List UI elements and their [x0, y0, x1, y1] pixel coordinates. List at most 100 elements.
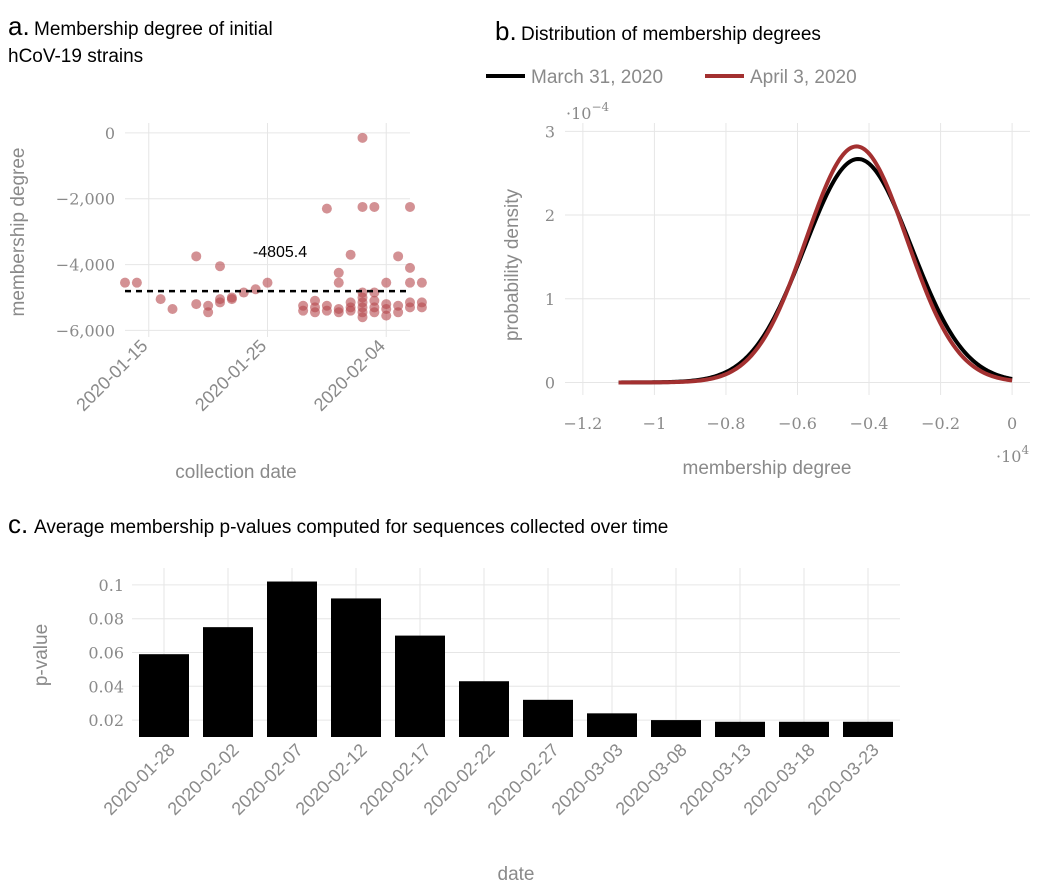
data-point	[393, 307, 404, 318]
panel-b-grid	[565, 123, 1030, 395]
data-point	[203, 300, 214, 311]
x-tick-label: 2020-01-15	[72, 336, 151, 415]
data-point	[393, 251, 404, 262]
panel-a: a. Membership degree of initial hCoV-19 …	[8, 11, 427, 483]
data-point	[333, 307, 344, 318]
data-point	[215, 297, 225, 308]
bar-2020-02-27	[523, 699, 573, 737]
bar-2020-02-22	[459, 681, 509, 737]
data-point	[321, 203, 332, 214]
x-tick-label: −0.8	[707, 414, 746, 433]
data-point	[405, 277, 415, 288]
panel-a-points	[120, 132, 427, 323]
y-tick-label: 2	[545, 206, 555, 225]
data-point	[345, 249, 356, 260]
y-tick-label: 0.04	[88, 677, 124, 696]
panel-a-y-ticks: 0 −2,000 −4,000 −6,000	[56, 124, 115, 341]
data-point	[120, 277, 130, 288]
panel-c-y-axis-label: p-value	[31, 624, 52, 686]
data-point	[381, 277, 392, 288]
data-point	[345, 305, 356, 316]
data-point	[262, 277, 273, 288]
panel-b-title: Distribution of membership degrees	[521, 24, 821, 45]
y-tick-label: 0.1	[99, 576, 124, 595]
panel-b-x-axis-label: membership degree	[683, 458, 852, 479]
data-point	[298, 305, 309, 316]
panel-c-x-ticks: 2020-01-282020-02-022020-02-072020-02-12…	[100, 740, 883, 819]
panel-c-letter: c.	[8, 509, 28, 539]
bar-2020-01-28	[139, 654, 189, 737]
data-point	[155, 294, 166, 305]
panel-a-y-axis-label: membership degree	[8, 148, 29, 317]
x-tick-label: −0.6	[778, 414, 817, 433]
data-point	[357, 201, 368, 212]
bar-2020-03-03	[587, 713, 637, 737]
y-tick-label: −2,000	[56, 190, 115, 209]
data-point	[191, 251, 202, 262]
bar-2020-03-13	[715, 721, 765, 737]
panel-b-y-axis-label: probability density	[502, 188, 523, 341]
reference-line-label: -4805.4	[253, 244, 307, 261]
bar-2020-03-18	[779, 721, 829, 737]
density-line-march-31	[618, 156, 1013, 385]
data-point	[369, 201, 380, 212]
x-tick-label: −1	[643, 414, 667, 433]
bar-2020-02-12	[331, 598, 381, 737]
legend-label-march-31: March 31, 2020	[531, 67, 663, 88]
data-point	[333, 277, 344, 288]
bar-2020-02-17	[395, 635, 445, 737]
y-tick-label: 3	[545, 122, 555, 141]
data-point	[405, 201, 415, 212]
data-point	[321, 305, 332, 316]
panel-a-x-axis-label: collection date	[175, 462, 296, 483]
y-tick-label: 0.06	[88, 644, 124, 663]
y-tick-label: 0.02	[88, 711, 124, 730]
panel-b-y-multiplier: ·10−4	[566, 100, 610, 123]
x-tick-label: −0.4	[850, 414, 889, 433]
data-point	[131, 277, 142, 288]
panel-a-title-line1: Membership degree of initial	[34, 19, 273, 40]
panel-b: b. Distribution of membership degrees Ma…	[486, 16, 1030, 479]
panel-a-title-line2: hCoV-19 strains	[8, 46, 143, 67]
data-point	[215, 261, 225, 272]
panel-c: c. Average membership p-values computed …	[8, 509, 900, 885]
panel-a-grid	[125, 123, 410, 337]
data-point	[381, 310, 392, 321]
data-point	[191, 299, 202, 310]
data-point	[416, 277, 427, 288]
data-point	[226, 292, 237, 303]
x-tick-label: −0.2	[921, 414, 960, 433]
y-tick-label: 1	[545, 290, 555, 309]
data-point	[369, 307, 380, 318]
data-point	[238, 287, 249, 298]
panel-b-x-ticks: −1.2 −1 −0.8 −0.6 −0.4 −0.2 0	[563, 414, 1017, 433]
y-tick-label: −4,000	[56, 256, 115, 275]
data-point	[357, 312, 368, 323]
y-tick-label: 0.08	[88, 610, 124, 629]
bar-2020-03-08	[651, 720, 701, 737]
bar-2020-02-02	[203, 627, 253, 737]
data-point	[310, 307, 320, 318]
panel-c-x-axis-label: date	[498, 864, 535, 885]
data-point	[357, 132, 368, 143]
panel-c-title: Average membership p-values computed for…	[34, 517, 668, 538]
y-tick-label: 0	[545, 373, 555, 392]
panel-b-x-multiplier: ·104	[996, 443, 1029, 466]
data-point	[416, 302, 427, 313]
x-tick-label: −1.2	[563, 414, 602, 433]
y-tick-label: 0	[105, 124, 115, 143]
density-line-april-3	[618, 144, 1013, 385]
panel-c-bars	[139, 581, 893, 737]
panel-b-letter: b.	[495, 16, 517, 46]
bar-2020-03-23	[843, 721, 893, 737]
data-point	[405, 302, 415, 313]
data-point	[333, 267, 344, 278]
data-point	[405, 262, 415, 273]
panel-a-letter: a.	[8, 11, 30, 41]
data-point	[250, 284, 261, 295]
x-tick-label: 2020-02-04	[310, 336, 389, 415]
panel-c-y-ticks: 0.02 0.04 0.06 0.08 0.1	[88, 576, 124, 730]
data-point	[167, 304, 178, 315]
panel-b-y-ticks: 0 1 2 3	[545, 122, 555, 392]
